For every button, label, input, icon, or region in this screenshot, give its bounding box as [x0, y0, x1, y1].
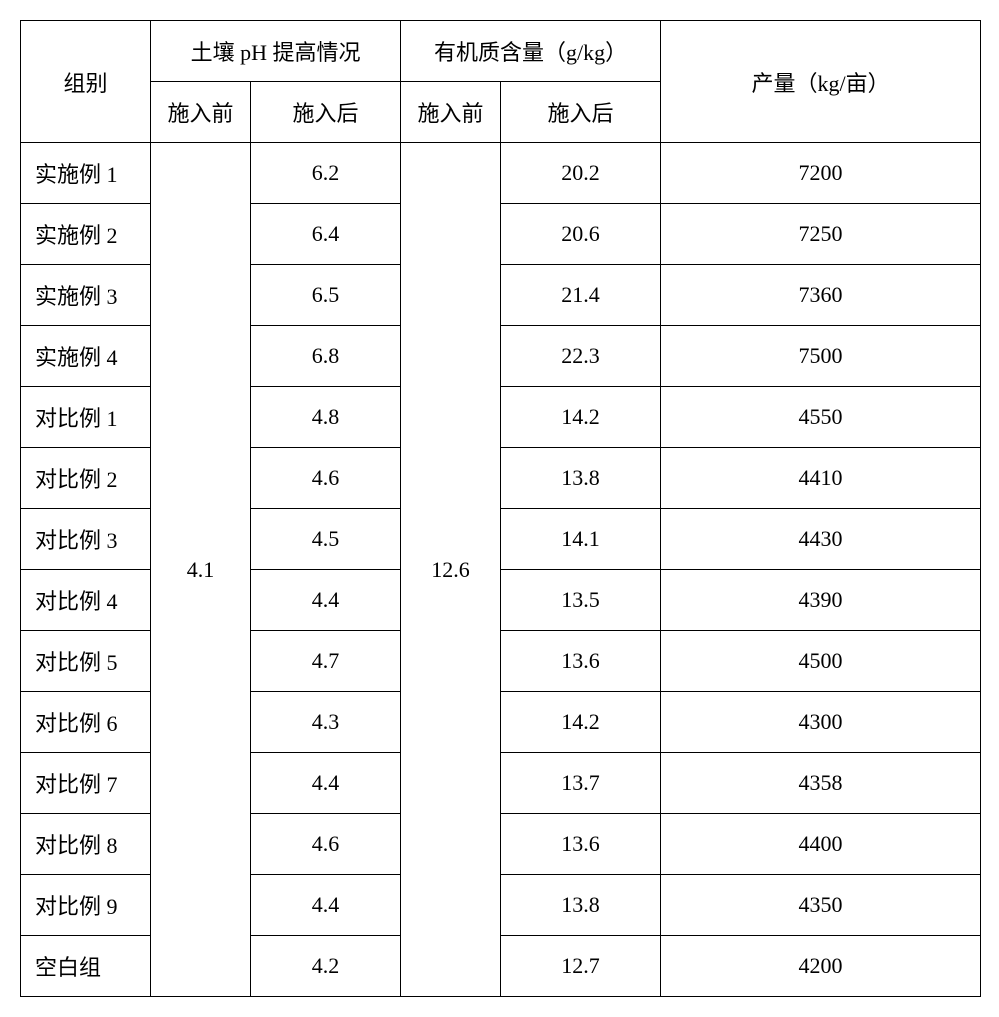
header-ph-section: 土壤 pH 提高情况	[151, 21, 401, 82]
cell-group: 对比例 5	[21, 631, 151, 692]
cell-yield: 7200	[661, 143, 981, 204]
cell-yield: 4400	[661, 814, 981, 875]
cell-yield: 4300	[661, 692, 981, 753]
cell-group: 实施例 1	[21, 143, 151, 204]
cell-yield: 4430	[661, 509, 981, 570]
cell-group: 对比例 3	[21, 509, 151, 570]
header-organic-section: 有机质含量（g/kg）	[401, 21, 661, 82]
cell-organic-after: 13.8	[501, 448, 661, 509]
cell-ph-after: 4.4	[251, 753, 401, 814]
table-header: 组别 土壤 pH 提高情况 有机质含量（g/kg） 产量（kg/亩） 施入前 施…	[21, 21, 981, 143]
cell-organic-after: 20.2	[501, 143, 661, 204]
cell-organic-after: 22.3	[501, 326, 661, 387]
cell-ph-after: 4.4	[251, 570, 401, 631]
cell-organic-after: 14.2	[501, 692, 661, 753]
cell-ph-after: 4.3	[251, 692, 401, 753]
cell-group: 对比例 1	[21, 387, 151, 448]
cell-yield: 4390	[661, 570, 981, 631]
cell-ph-after: 4.6	[251, 814, 401, 875]
cell-yield: 7500	[661, 326, 981, 387]
cell-ph-after: 4.7	[251, 631, 401, 692]
cell-organic-after: 13.8	[501, 875, 661, 936]
table-body: 实施例 14.16.212.620.27200实施例 26.420.67250实…	[21, 143, 981, 997]
cell-group: 空白组	[21, 936, 151, 997]
cell-ph-after: 4.5	[251, 509, 401, 570]
cell-organic-after: 13.5	[501, 570, 661, 631]
cell-ph-after: 4.6	[251, 448, 401, 509]
cell-group: 实施例 2	[21, 204, 151, 265]
cell-yield: 4500	[661, 631, 981, 692]
header-group: 组别	[21, 21, 151, 143]
cell-group: 实施例 3	[21, 265, 151, 326]
cell-group: 对比例 9	[21, 875, 151, 936]
cell-yield: 4350	[661, 875, 981, 936]
cell-organic-after: 12.7	[501, 936, 661, 997]
cell-yield: 4550	[661, 387, 981, 448]
table-row: 实施例 14.16.212.620.27200	[21, 143, 981, 204]
cell-yield: 4358	[661, 753, 981, 814]
cell-ph-after: 6.2	[251, 143, 401, 204]
cell-organic-after: 13.7	[501, 753, 661, 814]
header-ph-before: 施入前	[151, 82, 251, 143]
cell-ph-after: 6.5	[251, 265, 401, 326]
cell-group: 对比例 4	[21, 570, 151, 631]
header-yield: 产量（kg/亩）	[661, 21, 981, 143]
cell-group: 对比例 7	[21, 753, 151, 814]
cell-ph-after: 4.4	[251, 875, 401, 936]
cell-ph-after: 4.2	[251, 936, 401, 997]
cell-organic-after: 20.6	[501, 204, 661, 265]
header-organic-before: 施入前	[401, 82, 501, 143]
cell-ph-after: 4.8	[251, 387, 401, 448]
cell-yield: 4200	[661, 936, 981, 997]
cell-organic-after: 13.6	[501, 631, 661, 692]
cell-ph-after: 6.8	[251, 326, 401, 387]
cell-group: 对比例 8	[21, 814, 151, 875]
cell-organic-after: 14.1	[501, 509, 661, 570]
cell-group: 实施例 4	[21, 326, 151, 387]
cell-yield: 4410	[661, 448, 981, 509]
cell-organic-after: 13.6	[501, 814, 661, 875]
header-ph-after: 施入后	[251, 82, 401, 143]
cell-organic-before-merged: 12.6	[401, 143, 501, 997]
cell-organic-after: 14.2	[501, 387, 661, 448]
cell-ph-after: 6.4	[251, 204, 401, 265]
cell-group: 对比例 6	[21, 692, 151, 753]
cell-yield: 7360	[661, 265, 981, 326]
data-table: 组别 土壤 pH 提高情况 有机质含量（g/kg） 产量（kg/亩） 施入前 施…	[20, 20, 981, 997]
header-organic-after: 施入后	[501, 82, 661, 143]
cell-organic-after: 21.4	[501, 265, 661, 326]
cell-ph-before-merged: 4.1	[151, 143, 251, 997]
cell-group: 对比例 2	[21, 448, 151, 509]
cell-yield: 7250	[661, 204, 981, 265]
